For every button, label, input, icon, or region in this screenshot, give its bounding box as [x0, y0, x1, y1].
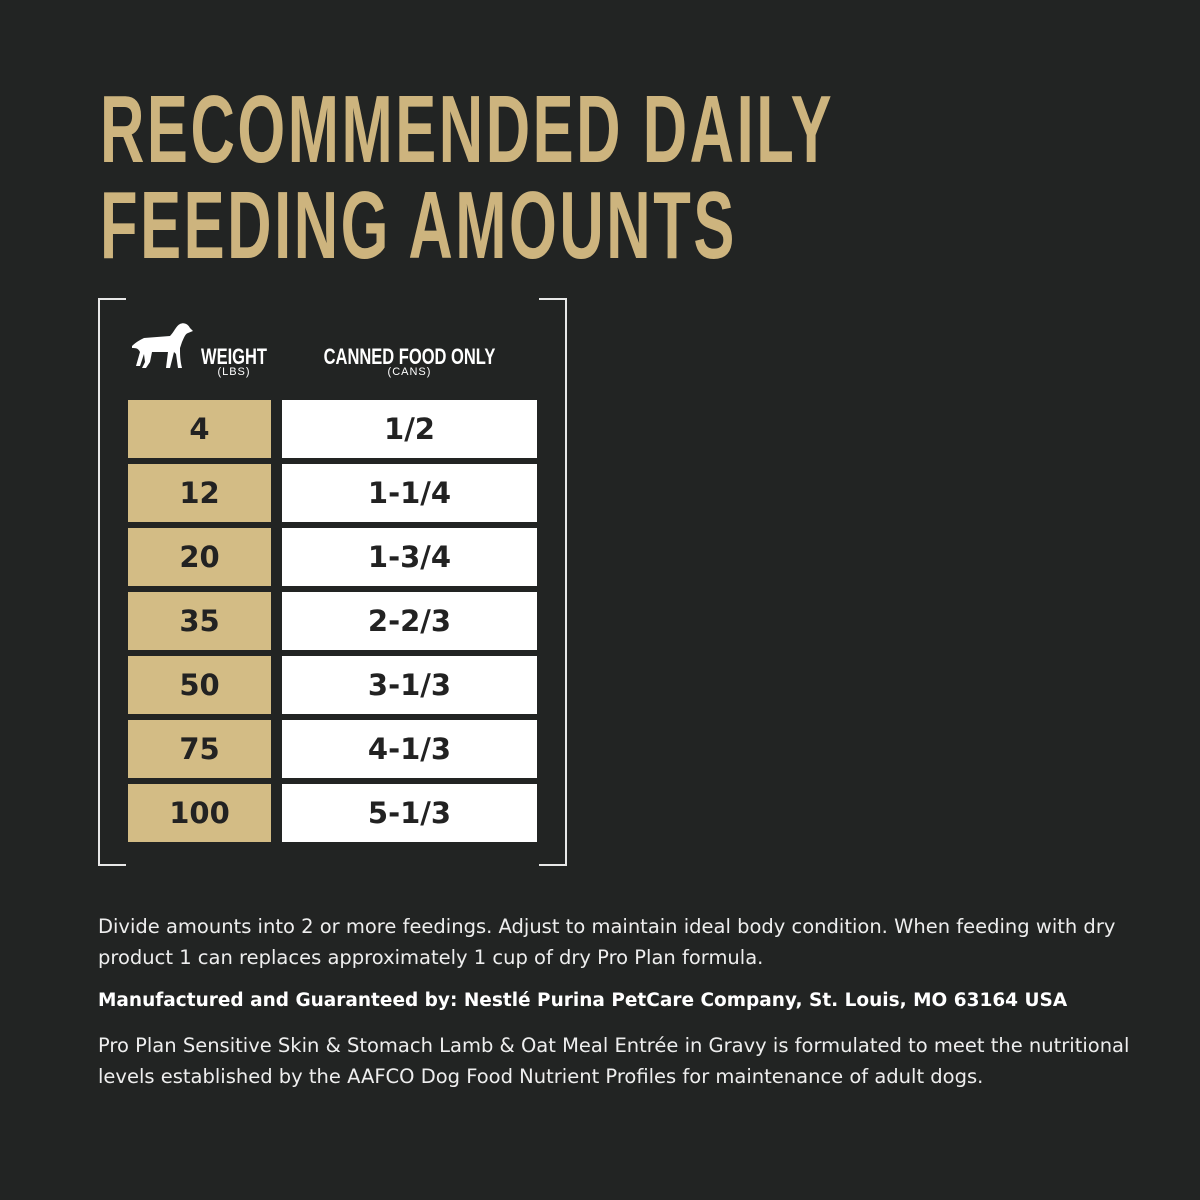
cans-cell: 4-1/3	[282, 720, 537, 778]
weight-header-label: WEIGHT	[201, 344, 267, 369]
cans-cell: 1/2	[282, 400, 537, 458]
cans-cell: 1-1/4	[282, 464, 537, 522]
table-row: 12 1-1/4	[128, 464, 537, 522]
table-row: 50 3-1/3	[128, 656, 537, 714]
dog-icon	[132, 323, 193, 368]
right-bracket	[539, 298, 567, 866]
instructions-text: Divide amounts into 2 or more feedings. …	[98, 915, 1116, 969]
weight-cell: 50	[128, 656, 271, 714]
cans-cell: 5-1/3	[282, 784, 537, 842]
cans-cell: 1-3/4	[282, 528, 537, 586]
cans-cell: 2-2/3	[282, 592, 537, 650]
food-header-label: CANNED FOOD ONLY	[323, 344, 496, 369]
page-title: RECOMMENDED DAILY FEEDING AMOUNTS	[100, 82, 834, 274]
title-line-2: FEEDING AMOUNTS	[100, 172, 737, 279]
aafco-text: Pro Plan Sensitive Skin & Stomach Lamb &…	[98, 1034, 1130, 1088]
weight-unit: (LBS)	[217, 366, 251, 378]
manufacturer-text: Manufactured and Guaranteed by: Nestlé P…	[98, 990, 1068, 1011]
title-line-1: RECOMMENDED DAILY	[100, 76, 835, 183]
weight-header: WEIGHT (LBS)	[188, 344, 280, 378]
table-row: 20 1-3/4	[128, 528, 537, 586]
table-row: 75 4-1/3	[128, 720, 537, 778]
table-row: 4 1/2	[128, 400, 537, 458]
food-unit: (CANS)	[387, 366, 432, 378]
weight-cell: 12	[128, 464, 271, 522]
cans-cell: 3-1/3	[282, 656, 537, 714]
weight-cell: 20	[128, 528, 271, 586]
left-bracket	[98, 298, 126, 866]
food-header: CANNED FOOD ONLY (CANS)	[282, 344, 537, 378]
weight-cell: 100	[128, 784, 271, 842]
weight-cell: 75	[128, 720, 271, 778]
table-row: 35 2-2/3	[128, 592, 537, 650]
weight-cell: 35	[128, 592, 271, 650]
weight-cell: 4	[128, 400, 271, 458]
table-row: 100 5-1/3	[128, 784, 537, 842]
